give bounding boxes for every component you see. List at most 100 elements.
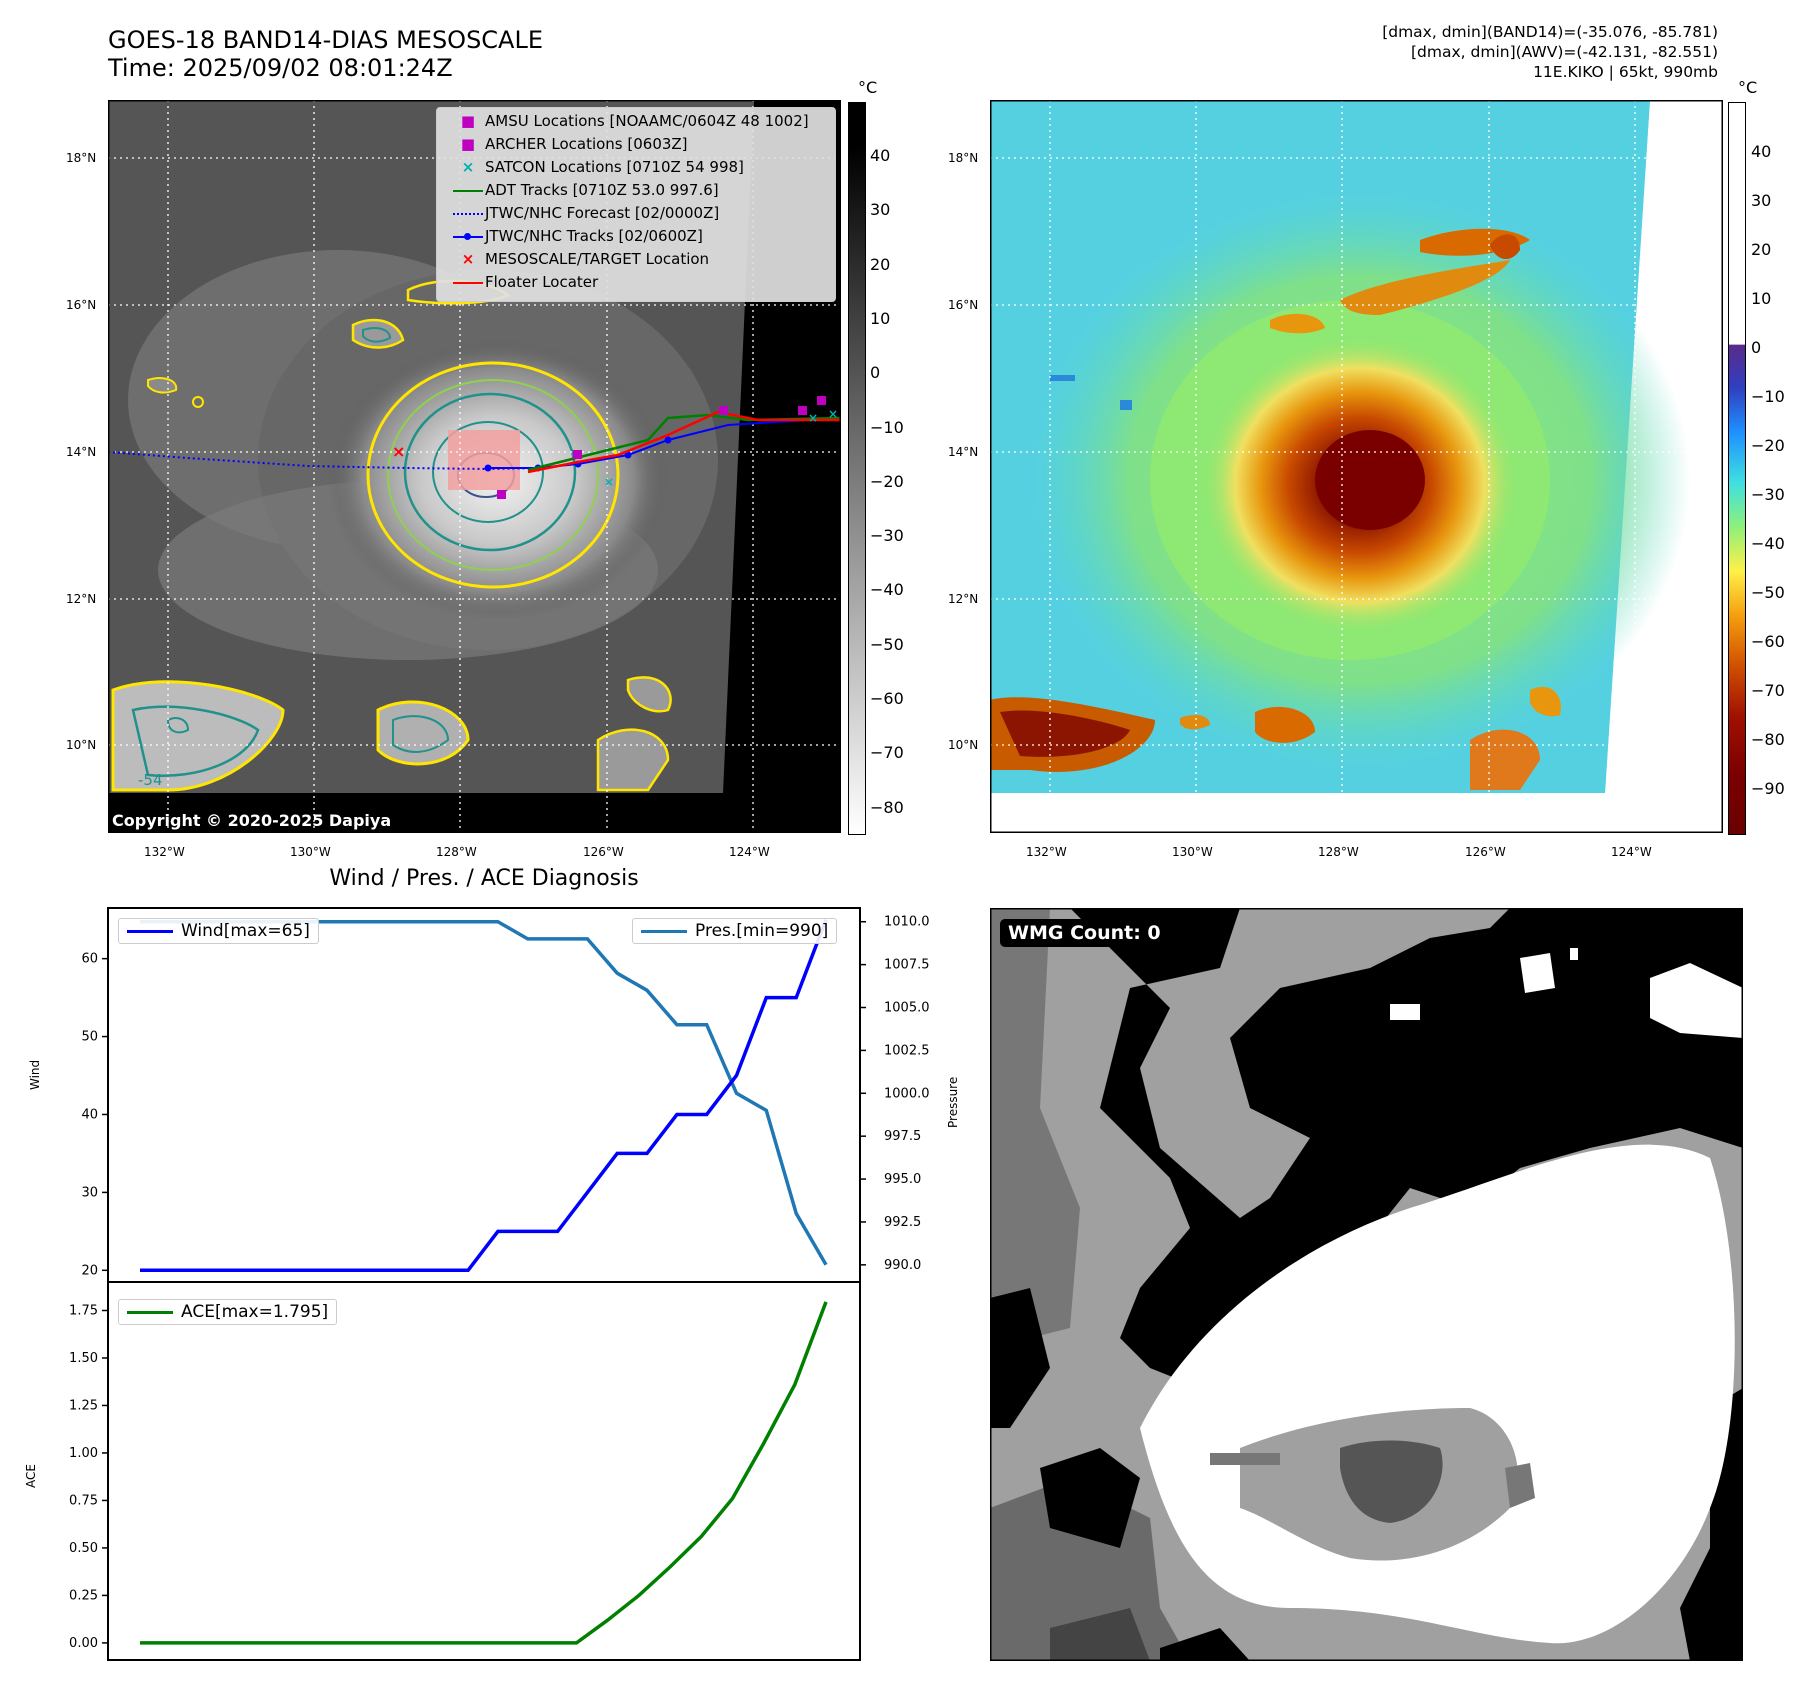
colorbar-tick-label: −30	[870, 526, 904, 546]
legend-item-target: × MESOSCALE/TARGET Location	[461, 250, 710, 268]
svg-text:×: ×	[604, 475, 614, 489]
colorbar-tick-label: −80	[1751, 730, 1785, 749]
colorbar-tick-label: −30	[1751, 485, 1785, 504]
lat-label: 10°N	[948, 738, 979, 752]
wind-pressure-axes	[107, 907, 861, 1283]
colorbar-tick-label: −20	[1751, 436, 1785, 455]
colorbar-tick-label: −70	[870, 743, 904, 763]
pressure-tick-label: 1002.5	[884, 1043, 930, 1058]
legend-item-amsu: ■ AMSU Locations [NOAAMC/0604Z 48 1002]	[460, 112, 809, 130]
lon-label: 132°W	[144, 845, 185, 859]
colorbar-tick-label: 20	[870, 254, 891, 274]
pressure-tick-label: 1010.0	[884, 915, 930, 930]
wind-tick-label: 20	[81, 1263, 98, 1278]
wmg-count-label: WMG Count: 0	[1008, 922, 1161, 944]
copyright-text: Copyright © 2020-2025 Dapiya	[112, 811, 391, 830]
ace-tick-label: 1.50	[69, 1351, 98, 1366]
colorbar-tick-label: −50	[1751, 583, 1785, 602]
info-line-3: 11E.KIKO | 65kt, 990mb	[1533, 63, 1718, 81]
ace-tick-label: 1.00	[69, 1446, 98, 1461]
svg-text:×: ×	[808, 411, 818, 425]
colorbar-tick-label: −50	[870, 634, 904, 654]
diagnosis-chart: 20 30 40 50 60 1010.0 1007.5 1005.0 1002.5 1000.0…	[69, 907, 930, 1661]
wind-tick-label: 60	[81, 952, 98, 967]
svg-text:×: ×	[828, 407, 838, 421]
lat-label: 16°N	[66, 298, 97, 312]
ace-tick-label: 0.75	[69, 1493, 98, 1508]
lon-label: 126°W	[583, 845, 624, 859]
colorbar-tick-label: 40	[870, 146, 891, 165]
title-line-1: GOES-18 BAND14-DIAS MESOSCALE	[108, 26, 544, 54]
colorbar-tick-label: −40	[870, 580, 904, 600]
colorbar-gray	[848, 102, 866, 835]
lon-label: 132°W	[1026, 845, 1067, 859]
colorbar-color-unit: °C	[1738, 78, 1758, 97]
colorbar-tick-label: 30	[1751, 191, 1772, 210]
colorbar-tick-label: 30	[870, 200, 891, 220]
info-line-2: [dmax, dmin](AWV)=(-42.131, -82.551)	[1411, 43, 1718, 61]
lon-label: 128°W	[436, 845, 477, 859]
lat-label: 14°N	[948, 445, 979, 459]
colorbar-tick-label: −60	[1751, 632, 1785, 651]
lon-label: 124°W	[729, 845, 770, 859]
lat-label: 14°N	[66, 445, 97, 459]
lon-label: 128°W	[1318, 845, 1359, 859]
pressure-legend: Pres.[min=990]	[632, 918, 838, 944]
pressure-tick-label: 1000.0	[884, 1086, 930, 1101]
colorbar-tick-label: 0	[1751, 338, 1762, 357]
colorbar-tick-label: −80	[870, 797, 904, 817]
figure-title: GOES-18 BAND14-DIAS MESOSCALE Time: 2025…	[108, 26, 543, 82]
wind-tick-label: 30	[81, 1185, 98, 1200]
legend-item-adt: ADT Tracks [0710Z 53.0 997.6]	[451, 181, 719, 199]
legend-item-archer: ■ ARCHER Locations [0603Z]	[460, 135, 688, 153]
lat-label: 18°N	[948, 151, 979, 165]
legend-item-satcon: × SATCON Locations [0710Z 54 998]	[461, 158, 744, 176]
colorbar-tick-label: −10	[870, 417, 904, 437]
ir-map-color	[990, 100, 1723, 833]
colorbar-tick-label: −60	[870, 689, 904, 708]
pressure-tick-label: 1007.5	[884, 958, 930, 973]
pressure-tick-label: 1005.0	[884, 1001, 930, 1016]
map-legend: ■ AMSU Locations [NOAAMC/0604Z 48 1002] ■…	[436, 107, 836, 302]
colorbar-tick-label: −40	[1751, 534, 1785, 553]
colorbar-gray-unit: °C	[858, 78, 878, 97]
wind-legend: Wind[max=65]	[118, 918, 319, 944]
legend-item-tracks: JTWC/NHC Tracks [02/0600Z]	[451, 227, 703, 245]
wmg-count-badge: WMG Count: 0	[1000, 919, 1169, 947]
colorbar-tick-label: 10	[1751, 289, 1772, 308]
ace-legend: ACE[max=1.795]	[118, 1299, 338, 1325]
contour-label: -54	[138, 771, 163, 789]
colorbar-tick-label: −10	[1751, 387, 1785, 406]
lat-label: 12°N	[66, 592, 97, 606]
lat-label: 16°N	[948, 298, 979, 312]
ace-tick-label: 0.00	[69, 1636, 98, 1651]
colorbar-tick-label: 0	[870, 363, 881, 383]
legend-item-floater: Floater Locater	[451, 273, 598, 291]
lat-label: 10°N	[66, 738, 97, 752]
pressure-tick-label: 997.5	[884, 1129, 921, 1144]
svg-text:×: ×	[392, 442, 405, 461]
lon-label: 130°W	[1172, 845, 1213, 859]
ace-tick-label: 0.25	[69, 1588, 98, 1603]
colorbar-tick-label: 40	[1751, 142, 1772, 161]
colorbar-tick-label: −90	[1751, 779, 1785, 798]
lon-label: 126°W	[1465, 845, 1506, 859]
info-block: [dmax, dmin](BAND14)=(-35.076, -85.781) …	[1382, 22, 1718, 82]
wind-series-line	[140, 919, 828, 1273]
wind-tick-label: 40	[81, 1107, 98, 1122]
lat-label: 18°N	[66, 151, 97, 165]
pressure-tick-label: 995.0	[884, 1172, 921, 1187]
ace-legend-label: ACE[max=1.795]	[181, 1302, 329, 1322]
lon-label: 124°W	[1611, 845, 1652, 859]
wmg-panel	[990, 908, 1743, 1661]
colorbar-tick-label: 20	[1751, 240, 1772, 259]
wind-legend-label: Wind[max=65]	[181, 921, 310, 941]
colorbar-tick-label: 10	[870, 308, 891, 328]
diagnosis-title: Wind / Pres. / ACE Diagnosis	[329, 866, 639, 891]
pressure-legend-label: Pres.[min=990]	[695, 921, 829, 941]
colorbar-color	[1728, 102, 1746, 835]
lon-label: 130°W	[290, 845, 331, 859]
colorbar-tick-label: −70	[1751, 681, 1785, 700]
colorbar-tick-label: −20	[870, 471, 904, 491]
pressure-tick-label: 992.5	[884, 1215, 921, 1230]
